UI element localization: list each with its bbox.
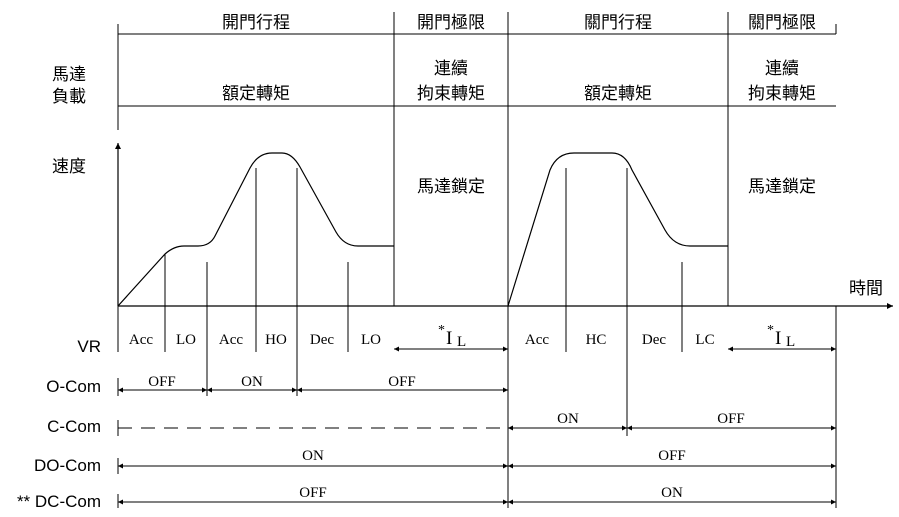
motor-lock-close: 馬達鎖定 xyxy=(748,177,816,197)
vr-open-limit-current: * I L xyxy=(438,323,466,350)
vr-open-seg-1: Acc xyxy=(129,332,153,348)
holding-torque-open-line1: 連續 xyxy=(434,59,468,79)
c-com-state-1: ON xyxy=(557,411,579,427)
vr-open-limit-star: * xyxy=(438,323,445,338)
motor-load-row: 馬達 負載 額定轉矩 額定轉矩 連續 拘束轉矩 連續 拘束轉矩 xyxy=(52,59,836,107)
vr-open-seg-4: HO xyxy=(265,332,287,348)
speed-graph: 速度 時間 馬達鎖定 馬達鎖定 xyxy=(52,143,893,352)
o-com-state-2: ON xyxy=(241,374,263,390)
close-speed-profile xyxy=(507,152,728,307)
o-com-state-1: OFF xyxy=(148,374,176,390)
do-com-label: DO-Com xyxy=(34,456,101,475)
c-com-label: C-Com xyxy=(47,417,101,436)
dc-com-label: ** DC-Com xyxy=(17,492,101,511)
motor-lock-open: 馬達鎖定 xyxy=(417,177,485,197)
load-label-line1: 馬達 xyxy=(52,65,86,85)
phase-close-limit: 關門極限 xyxy=(748,13,816,33)
vr-open-limit-value: I xyxy=(446,328,452,349)
do-com-row: DO-Com ON OFF xyxy=(34,448,836,475)
do-com-state-1: ON xyxy=(302,448,324,464)
vr-close-limit-value: I xyxy=(775,328,781,349)
vr-open-seg-5: Dec xyxy=(310,332,334,348)
vr-close-seg-1: Acc xyxy=(525,332,549,348)
rated-torque-close: 額定轉矩 xyxy=(584,84,652,104)
vr-close-seg-3: Dec xyxy=(642,332,666,348)
do-com-state-2: OFF xyxy=(658,448,686,464)
phase-close-travel: 關門行程 xyxy=(584,13,652,33)
dc-com-state-2: ON xyxy=(661,485,683,501)
holding-torque-close-line1: 連續 xyxy=(765,59,799,79)
vr-close-seg-2: HC xyxy=(586,332,607,348)
time-axis-label: 時間 xyxy=(849,279,883,299)
vr-close-limit-sub: L xyxy=(786,334,795,350)
vr-row: VR Acc LO Acc HO Dec LO Acc HC Dec LC * … xyxy=(77,306,837,356)
phase-open-travel: 開門行程 xyxy=(222,13,290,33)
rated-torque-open: 額定轉矩 xyxy=(222,84,290,104)
vr-label: VR xyxy=(77,337,101,356)
o-com-label: O-Com xyxy=(46,377,101,396)
vr-close-limit-current: * I L xyxy=(767,323,795,350)
vr-close-seg-4: LC xyxy=(695,332,714,348)
phase-header: 開門行程 開門極限 關門行程 關門極限 xyxy=(117,12,837,306)
o-com-state-3: OFF xyxy=(388,374,416,390)
vr-open-seg-3: Acc xyxy=(219,332,243,348)
open-speed-profile xyxy=(117,152,394,307)
o-com-row: O-Com OFF ON OFF xyxy=(46,352,508,396)
holding-torque-close-line2: 拘束轉矩 xyxy=(748,84,816,104)
dc-com-row: ** DC-Com OFF ON xyxy=(17,306,837,511)
c-com-row: C-Com ON OFF xyxy=(47,352,836,436)
vr-open-seg-6: LO xyxy=(361,332,381,348)
dc-com-state-1: OFF xyxy=(299,485,327,501)
holding-torque-open-line2: 拘束轉矩 xyxy=(417,84,485,104)
speed-axis-label: 速度 xyxy=(52,157,86,177)
vr-open-limit-sub: L xyxy=(457,334,466,350)
vr-open-seg-2: LO xyxy=(176,332,196,348)
c-com-state-2: OFF xyxy=(717,411,745,427)
vr-close-limit-star: * xyxy=(767,323,774,338)
phase-open-limit: 開門極限 xyxy=(417,13,485,33)
load-label-line2: 負載 xyxy=(52,87,86,107)
